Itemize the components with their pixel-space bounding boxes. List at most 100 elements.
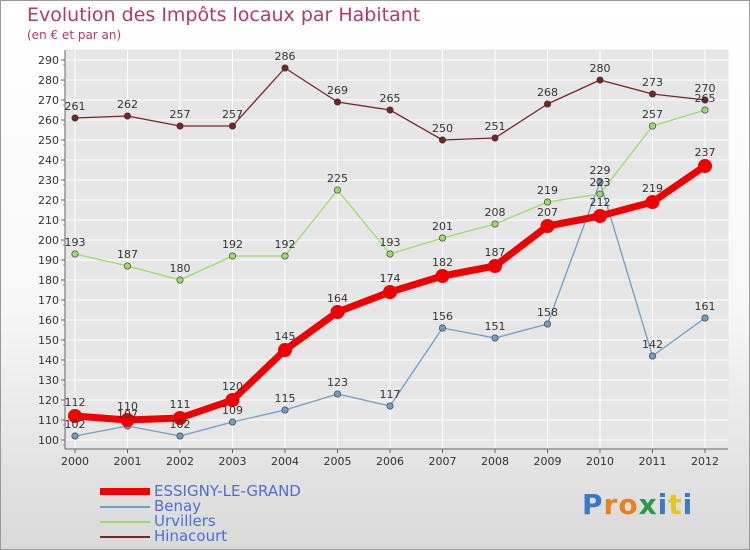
data-label-essigny-le-grand: 187: [485, 246, 506, 259]
y-tick-label: 270: [38, 94, 59, 107]
data-label-benay: 158: [537, 306, 558, 319]
data-point-benay: [438, 324, 446, 332]
proxiti-logo: Proxiti: [582, 488, 693, 521]
x-tick-label: 2007: [429, 455, 457, 468]
data-point-benay: [491, 334, 499, 342]
data-point-benay: [333, 390, 341, 398]
data-label-essigny-le-grand: 145: [275, 330, 296, 343]
data-point-essigny-le-grand: [330, 305, 345, 319]
legend-label: ESSIGNY-LE-GRAND: [154, 482, 301, 500]
data-label-hinacourt: 269: [327, 84, 348, 97]
data-point-essigny-le-grand: [645, 195, 660, 209]
x-tick-label: 2008: [481, 455, 509, 468]
y-tick-label: 180: [38, 274, 59, 287]
data-point-essigny-le-grand: [383, 285, 397, 299]
data-point-urvillers: [701, 106, 709, 114]
data-point-hinacourt: [491, 134, 499, 142]
y-tick-label: 190: [38, 254, 59, 267]
data-point-essigny-le-grand: [540, 219, 555, 233]
x-tick-label: 2005: [324, 455, 352, 468]
data-label-essigny-le-grand: 207: [537, 206, 558, 219]
data-point-urvillers: [229, 252, 237, 260]
data-label-benay: 109: [222, 404, 243, 417]
legend-swatch: [100, 488, 150, 495]
y-tick-label: 110: [38, 414, 59, 427]
data-point-urvillers: [281, 252, 289, 260]
data-point-benay: [281, 406, 289, 414]
data-point-essigny-le-grand: [278, 343, 292, 357]
data-point-benay: [543, 320, 551, 328]
logo-letter: r: [603, 488, 619, 521]
y-tick-label: 230: [38, 174, 59, 187]
data-label-benay: 161: [695, 300, 716, 313]
y-tick-label: 170: [38, 294, 59, 307]
logo-letter: x: [638, 488, 658, 521]
data-label-essigny-le-grand: 219: [642, 182, 663, 195]
data-label-essigny-le-grand: 120: [222, 380, 243, 393]
data-point-essigny-le-grand: [435, 269, 450, 283]
data-label-essigny-le-grand: 112: [65, 396, 86, 409]
logo-letter: t: [668, 488, 683, 521]
x-tick-label: 2012: [691, 455, 719, 468]
data-point-hinacourt: [71, 114, 79, 122]
data-label-hinacourt: 251: [485, 120, 506, 133]
data-label-benay: 102: [170, 418, 191, 431]
data-label-urvillers: 192: [275, 238, 296, 251]
data-label-benay: 102: [65, 418, 86, 431]
data-point-benay: [701, 314, 709, 322]
logo-letter: i: [682, 488, 694, 521]
y-tick-label: 200: [38, 234, 59, 247]
data-label-hinacourt: 261: [65, 100, 86, 113]
legend-label: Urvillers: [154, 512, 216, 530]
y-tick-label: 130: [38, 374, 59, 387]
y-tick-label: 290: [38, 54, 59, 67]
data-label-hinacourt: 270: [695, 82, 716, 95]
data-point-hinacourt: [386, 106, 394, 114]
data-point-benay: [386, 402, 394, 410]
x-tick-label: 2009: [534, 455, 562, 468]
data-label-urvillers: 201: [432, 220, 453, 233]
y-tick-label: 120: [38, 394, 59, 407]
data-label-essigny-le-grand: 212: [590, 196, 611, 209]
x-tick-label: 2004: [271, 455, 299, 468]
legend-label: Benay: [154, 497, 202, 515]
data-point-urvillers: [596, 190, 604, 198]
data-label-hinacourt: 286: [275, 50, 296, 63]
data-point-essigny-le-grand: [488, 259, 502, 273]
data-point-essigny-le-grand: [698, 159, 712, 173]
y-tick-label: 260: [38, 114, 59, 127]
y-tick-label: 140: [38, 354, 59, 367]
y-tick-label: 100: [38, 434, 59, 447]
chart-title: Evolution des Impôts locaux par Habitant: [27, 4, 421, 26]
x-tick-label: 2010: [586, 455, 614, 468]
data-label-urvillers: 223: [590, 176, 611, 189]
data-point-benay: [596, 178, 604, 186]
data-label-benay: 123: [327, 376, 348, 389]
data-point-benay: [648, 352, 656, 360]
chart-subtitle: (en € et par an): [27, 28, 122, 42]
data-label-hinacourt: 265: [380, 92, 401, 105]
data-label-hinacourt: 262: [117, 98, 138, 111]
data-label-urvillers: 208: [485, 206, 506, 219]
legend-swatch: [100, 536, 150, 538]
data-label-hinacourt: 257: [222, 108, 243, 121]
y-tick-label: 240: [38, 154, 59, 167]
data-label-urvillers: 193: [380, 236, 401, 249]
data-label-hinacourt: 273: [642, 76, 663, 89]
x-tick-label: 2001: [114, 455, 142, 468]
data-label-benay: 107: [117, 408, 138, 421]
legend-label: Hinacourt: [154, 527, 228, 545]
data-point-hinacourt: [543, 100, 551, 108]
data-point-hinacourt: [648, 90, 656, 98]
data-point-urvillers: [176, 276, 184, 284]
data-label-benay: 151: [485, 320, 506, 333]
data-label-essigny-le-grand: 111: [170, 398, 191, 411]
data-point-hinacourt: [596, 76, 604, 84]
data-point-hinacourt: [438, 136, 446, 144]
data-point-urvillers: [543, 198, 551, 206]
data-point-hinacourt: [229, 122, 237, 130]
data-point-hinacourt: [124, 112, 132, 120]
data-label-essigny-le-grand: 174: [380, 272, 401, 285]
y-tick-label: 150: [38, 334, 59, 347]
data-label-hinacourt: 250: [432, 122, 453, 135]
